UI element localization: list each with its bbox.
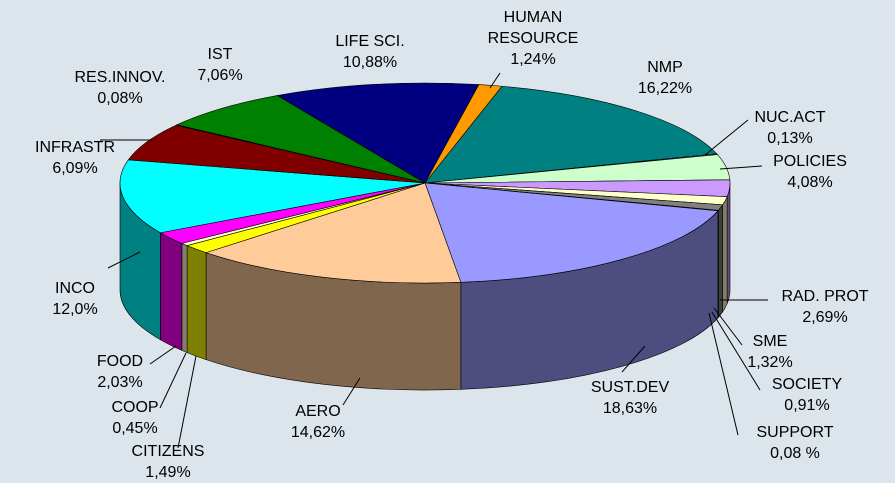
slice-value: 0,08% — [75, 88, 166, 109]
slice-value: 1,32% — [747, 352, 792, 373]
slice-name: SOCIETY — [772, 374, 842, 395]
slice-name: FOOD — [97, 351, 143, 372]
slice-side — [727, 183, 730, 304]
slice-name: INFRASTR — [35, 137, 115, 158]
slice-side — [187, 246, 206, 360]
slice-name: POLICIES — [773, 151, 847, 172]
leader-line — [160, 353, 186, 408]
slice-value: 1,49% — [132, 462, 205, 483]
slice-name: RES.INNOV. — [75, 67, 166, 88]
leader-line — [178, 356, 196, 448]
slice-name: COOP — [111, 397, 158, 418]
slice-value: 1,24% — [478, 49, 588, 70]
leader-line — [150, 346, 176, 364]
slice-value: 0,45% — [111, 418, 158, 439]
slice-side — [160, 233, 181, 351]
slice-value: 0,91% — [772, 395, 842, 416]
slice-value: 14,62% — [291, 422, 345, 443]
slice-value: 16,22% — [638, 78, 692, 99]
slice-name: NMP — [638, 57, 692, 78]
slice-value: 6,09% — [35, 158, 115, 179]
slice-value: 18,63% — [591, 398, 669, 419]
slice-name: SUST.DEV — [591, 377, 669, 398]
leader-line — [714, 308, 742, 345]
slice-name: NUC.ACT — [754, 107, 825, 128]
slice-name: IST — [197, 44, 242, 65]
slice-name: AERO — [291, 401, 345, 422]
slice-name: SUPPORT — [756, 422, 833, 443]
leader-line — [705, 120, 748, 155]
slice-value: 2,69% — [781, 307, 868, 328]
slice-side — [182, 243, 187, 352]
slice-name: RAD. PROT — [781, 286, 868, 307]
slice-value: 7,06% — [197, 65, 242, 86]
slice-name: INCO — [52, 278, 97, 299]
slice-label: RES.INNOV.0,08% — [75, 67, 166, 109]
slice-side — [718, 205, 722, 318]
slice-value: 4,08% — [773, 172, 847, 193]
slice-side — [723, 197, 727, 312]
slice-name: HUMAN RESOURCE — [478, 7, 588, 49]
slice-value: 12,0% — [52, 299, 97, 320]
slice-value: 10,88% — [335, 52, 404, 73]
slice-value: 0,13% — [754, 128, 825, 149]
slice-value: 2,03% — [97, 372, 143, 393]
slice-name: LIFE SCI. — [335, 31, 404, 52]
slice-name: SME — [747, 331, 792, 352]
slice-name: CITIZENS — [132, 441, 205, 462]
slice-value: 0,08 % — [756, 443, 833, 464]
slice-label: LIFE SCI.10,88% — [335, 31, 404, 73]
